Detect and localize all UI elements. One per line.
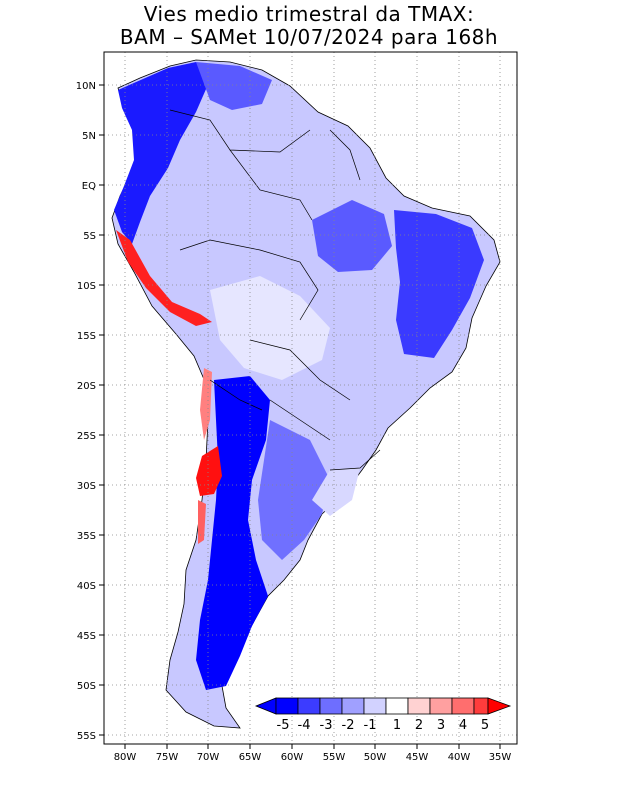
colorbar-swatch [429,697,453,715]
lon-tick-label: 80W [114,752,137,763]
warm-bias-peru-coast [116,230,212,326]
map-grid [104,52,517,744]
lat-tick-label: 25S [77,431,96,442]
lat-tick-label: 55S [77,731,96,742]
lat-tick-label: 10N [76,81,96,92]
map-title-line-2: BAM – SAMet 10/07/2024 para 168h [119,25,499,49]
strong-cold-bias-northwest [114,62,210,244]
lat-tick-label: 10S [77,281,96,292]
lat-tick-label: 35S [77,531,96,542]
map-frame [103,51,518,745]
colorbar-swatch [451,697,475,715]
lon-tick-label: 60W [281,752,304,763]
colorbar-label: 5 [481,718,489,733]
colorbar-label: -4 [298,718,311,733]
lat-tick-label: EQ [82,181,96,192]
warm-bias-chile-south [198,500,206,544]
country-borders [169,109,381,471]
medium-cold-bias-north [196,62,272,110]
lon-tick-label: 70W [197,752,220,763]
colorbar-swatch [297,697,321,715]
lat-tick-label: 50S [77,681,96,692]
colorbar: -5 -4 -3 -2 -1 1 2 3 4 5 [254,697,512,733]
lon-tick-label: 40W [448,752,471,763]
lon-tick-label: 35W [489,752,512,763]
colorbar-label: -1 [364,718,377,733]
colorbar-label: -5 [277,718,290,733]
colorbar-swatch [407,697,431,715]
cold-bias-amazon [312,200,392,272]
lon-tick-label: 75W [156,752,179,763]
colorbar-swatch [385,697,409,715]
warm-bias-chile [196,446,222,496]
lat-tick-label: 30S [77,481,96,492]
colorbar-label: 2 [415,718,423,733]
lon-tick-label: 55W [323,752,346,763]
colorbar-swatch [275,697,299,715]
lon-tick-label: 45W [406,752,429,763]
latitude-axis: 10N 5N EQ 5S 10S 15S 20S 25S 30S 35S 40S… [76,81,104,742]
strong-cold-bias-south [196,376,270,690]
colorbar-label: 1 [393,718,401,733]
cold-bias-northeast [394,210,484,358]
weak-bias-central [210,276,330,380]
colorbar-label: -2 [342,718,355,733]
lat-tick-label: 40S [77,581,96,592]
colorbar-label: -3 [320,718,333,733]
colorbar-swatch [363,697,387,715]
lat-tick-label: 5S [83,231,96,242]
longitude-axis: 80W 75W 70W 65W 60W 55W 50W 45W 40W 35W [114,744,512,763]
colorbar-swatch [341,697,365,715]
continent-shading [111,59,501,729]
colorbar-label: 4 [459,718,467,733]
medium-cold-bias-pampas [258,420,330,560]
lat-tick-label: 20S [77,381,96,392]
map-title-line-1: Vies medio trimestral da TMAX: [143,2,475,26]
lon-tick-label: 65W [239,752,262,763]
warm-bias-chile-north [200,368,212,440]
lat-tick-label: 5N [82,131,96,142]
weak-bias-southeast [312,468,360,516]
colorbar-swatch [473,697,489,715]
lat-tick-label: 45S [77,631,96,642]
lon-tick-label: 50W [364,752,387,763]
colorbar-max-arrow [487,697,512,715]
colorbar-label: 3 [437,718,445,733]
colorbar-swatch [319,697,343,715]
lat-tick-label: 15S [77,331,96,342]
